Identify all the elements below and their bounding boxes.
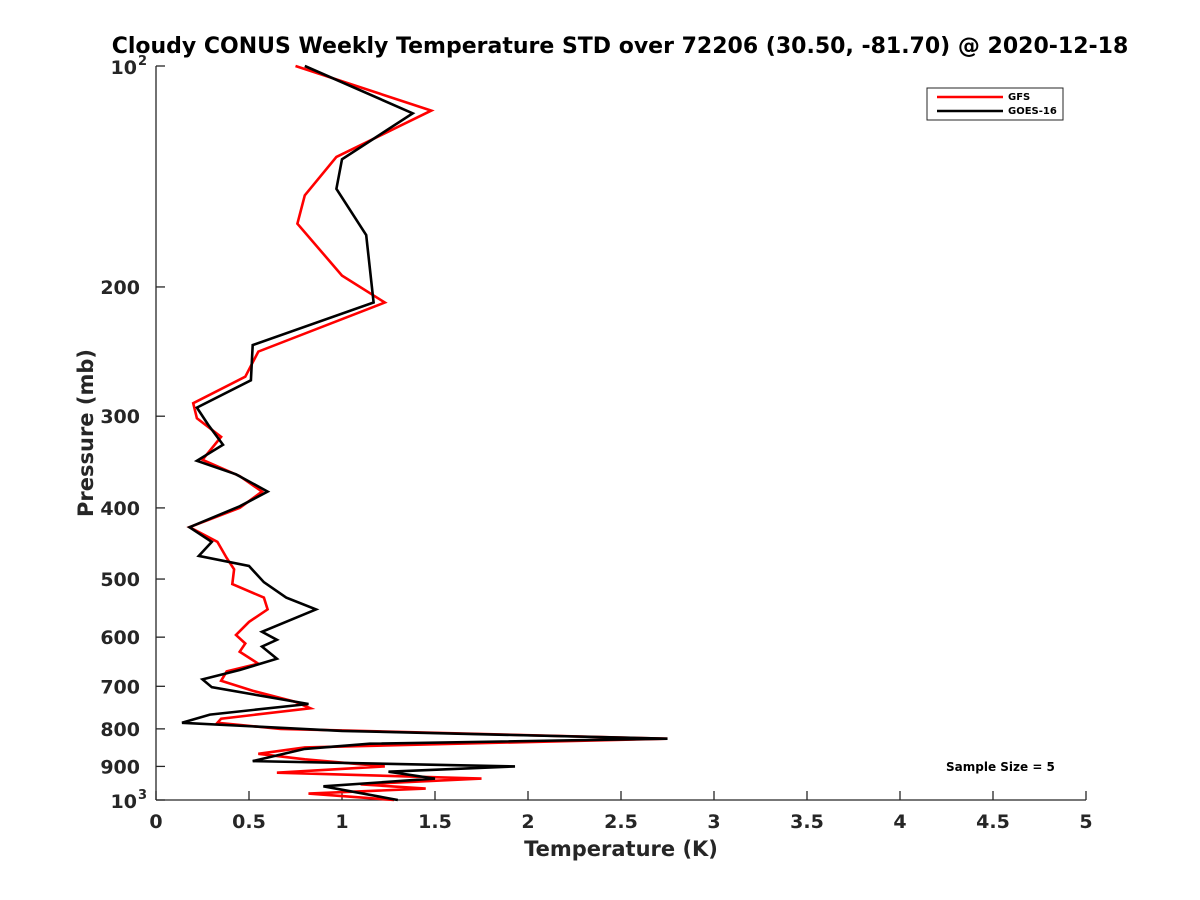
x-tick-label: 1 xyxy=(335,811,348,833)
x-tick-label: 3.5 xyxy=(790,811,824,833)
legend-box xyxy=(926,87,1064,121)
y-tick-label: 500 xyxy=(100,569,140,591)
x-tick-label: 2.5 xyxy=(604,811,638,833)
x-tick-label: 0 xyxy=(149,811,162,833)
series-layer xyxy=(181,64,668,802)
x-tick-label: 0.5 xyxy=(232,811,266,833)
legend-label-goes16: GOES-16 xyxy=(1008,106,1057,117)
x-axis-label: Temperature (K) xyxy=(524,837,718,861)
y-tick-label: 800 xyxy=(100,719,140,741)
x-tick-label: 1.5 xyxy=(418,811,452,833)
x-axis-ticks: 0 0.5 1 1.5 2 2.5 3 3.5 4 4.5 5 xyxy=(149,791,1093,833)
y-tick-exponent: 3 xyxy=(138,788,147,803)
chart-title: Cloudy CONUS Weekly Temperature STD over… xyxy=(112,34,1129,59)
y-tick-label: 200 xyxy=(100,277,140,299)
legend: GFS GOES-16 xyxy=(926,87,1064,121)
y-tick-label: 10 xyxy=(111,57,137,79)
y-tick-label: 10 xyxy=(111,791,137,813)
sample-size-annotation: Sample Size = 5 xyxy=(946,760,1055,774)
y-tick-label: 600 xyxy=(100,627,140,649)
x-tick-label: 4 xyxy=(893,811,906,833)
x-tick-label: 5 xyxy=(1079,811,1092,833)
y-tick-exponent: 2 xyxy=(138,54,147,69)
y-tick-label: 400 xyxy=(100,498,140,520)
y-tick-label: 300 xyxy=(100,406,140,428)
x-tick-label: 4.5 xyxy=(976,811,1010,833)
y-axis-label: Pressure (mb) xyxy=(74,349,98,517)
legend-label-gfs: GFS xyxy=(1008,92,1030,103)
y-tick-label: 900 xyxy=(100,756,140,778)
x-tick-label: 2 xyxy=(521,811,534,833)
series-line-goes16 xyxy=(181,64,668,802)
y-tick-label: 700 xyxy=(100,676,140,698)
x-tick-label: 3 xyxy=(707,811,720,833)
